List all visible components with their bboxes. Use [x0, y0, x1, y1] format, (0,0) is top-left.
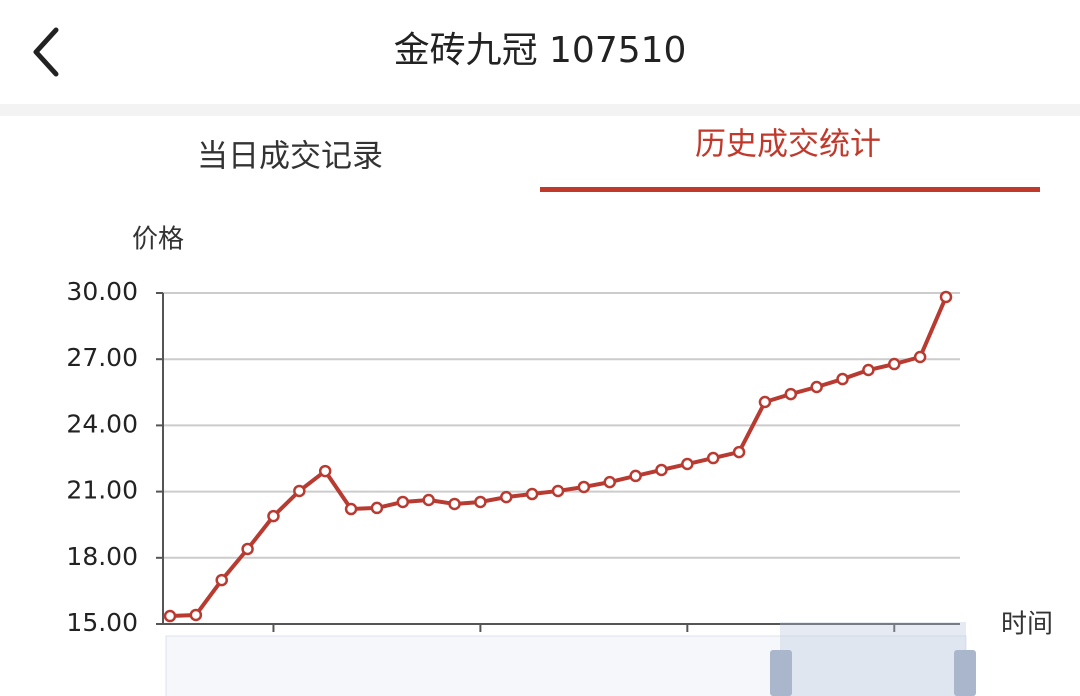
- tab[interactable]: 当日成交记录: [197, 139, 383, 175]
- data-point: [163, 609, 177, 623]
- data-point: [344, 502, 358, 516]
- data-point: [500, 490, 513, 504]
- data-point: [629, 469, 642, 483]
- data-point: [318, 464, 332, 478]
- tab-underline: [540, 187, 1040, 192]
- data-zoom[interactable]: [165, 622, 976, 696]
- data-point: [525, 487, 539, 501]
- page-title: 金砖九冠 107510: [394, 30, 687, 71]
- data-point: [681, 457, 694, 471]
- data-point: [810, 380, 823, 394]
- data-point: [474, 495, 487, 509]
- y-tick-label: 21.00: [66, 476, 138, 505]
- zoom-handle[interactable]: [770, 650, 792, 696]
- data-point: [577, 480, 591, 494]
- data-point: [603, 475, 616, 489]
- zoom-handle[interactable]: [954, 650, 976, 696]
- data-point: [189, 608, 203, 622]
- y-tick-label: 24.00: [66, 409, 138, 438]
- x-axis-label: 时间: [1001, 610, 1053, 640]
- data-point: [836, 372, 849, 386]
- data-point: [422, 493, 435, 507]
- data-point: [888, 357, 901, 371]
- zoom-window[interactable]: [780, 622, 966, 696]
- data-point: [939, 290, 953, 304]
- data-point: [732, 445, 746, 459]
- y-tick-label: 18.00: [66, 542, 138, 571]
- data-point: [655, 463, 668, 477]
- data-point: [862, 363, 875, 377]
- data-point: [267, 509, 280, 523]
- price-line: [169, 296, 948, 619]
- data-point: [215, 573, 228, 587]
- data-point: [241, 542, 254, 556]
- data-point: [448, 497, 461, 511]
- data-point: [551, 484, 565, 498]
- y-axis-label: 价格: [132, 225, 184, 255]
- back-button[interactable]: [33, 27, 59, 77]
- y-tick-label: 27.00: [66, 343, 138, 372]
- y-tick-label: 15.00: [66, 608, 138, 637]
- data-point: [706, 451, 720, 465]
- data-point: [913, 350, 927, 364]
- data-point: [396, 495, 410, 509]
- divider: [0, 104, 1080, 116]
- data-point: [293, 484, 306, 498]
- data-point: [370, 501, 384, 515]
- data-point: [758, 395, 772, 409]
- tab-active[interactable]: 历史成交统计: [695, 127, 881, 163]
- data-point: [784, 387, 798, 401]
- zoom-track: [165, 635, 967, 696]
- y-tick-label: 30.00: [66, 277, 138, 306]
